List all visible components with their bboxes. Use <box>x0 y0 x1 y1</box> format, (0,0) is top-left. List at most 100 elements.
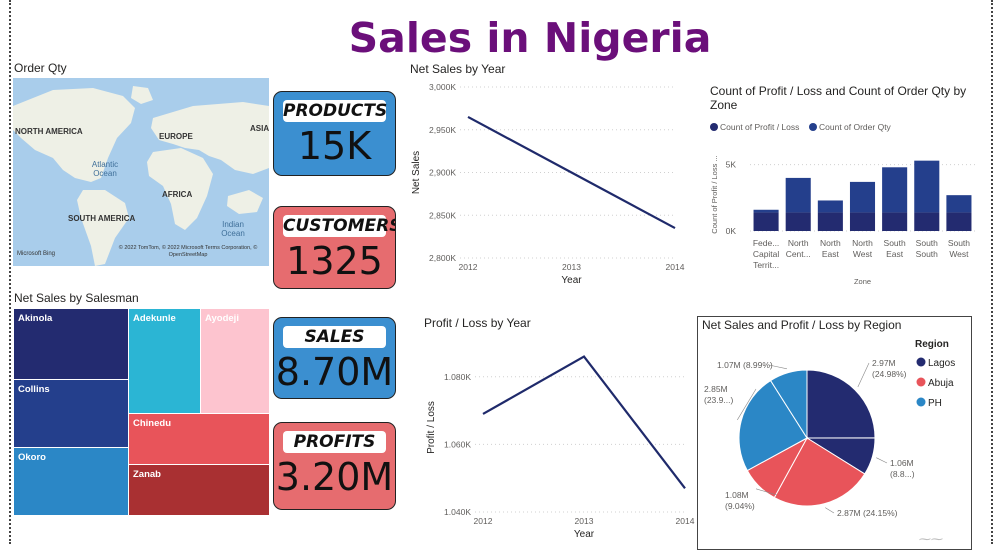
treemap-tile-label: Ayodeji <box>205 313 239 324</box>
pie-data-label: (8.8...) <box>890 469 915 479</box>
zone-xlabel: Zone <box>854 277 871 286</box>
watermark-decoration: ⁓⁓ <box>918 532 942 546</box>
treemap-tile-collins[interactable]: Collins <box>14 380 128 447</box>
zone-bar-profit-loss <box>882 212 908 231</box>
net-sales-ytick-label: 2,900K <box>429 168 456 178</box>
zone-xtick-label: Territ... <box>753 260 779 270</box>
pie-leader-line <box>755 488 778 496</box>
zone-bar-order-qty <box>882 167 908 213</box>
zone-xtick-label: East <box>822 249 840 259</box>
zone-xtick-label: Fede... <box>753 238 779 248</box>
pie-data-label: 1.08M <box>725 490 749 500</box>
net-sales-title: Net Sales by Year <box>410 62 505 76</box>
zone-bar-profit-loss <box>914 212 940 231</box>
net-sales-xtick-label: 2012 <box>459 262 478 272</box>
zone-xtick-label: East <box>886 249 904 259</box>
pie-legend-label: Lagos <box>928 358 955 369</box>
pie-data-label: 2.87M (24.15%) <box>837 508 898 518</box>
treemap-tile-label: Okoro <box>18 452 46 463</box>
pie-legend-marker <box>916 357 926 367</box>
pie-legend-label: PH <box>928 398 942 409</box>
zone-legend-label: Count of Order Qty <box>819 122 892 132</box>
pie-leader-line <box>737 388 757 421</box>
kpi-products-value: 15K <box>297 124 372 168</box>
zone-bar-order-qty <box>849 181 876 213</box>
profit-loss-xlabel: Year <box>574 529 595 540</box>
zone-xtick-label: South <box>916 249 938 259</box>
treemap-tile-akinola[interactable]: Akinola <box>14 309 128 379</box>
profit-orderqty-by-zone-chart[interactable]: Count of Profit / Loss and Count of Orde… <box>705 82 990 292</box>
map-copyright: © 2022 TomTom, © 2022 Microsoft Terms Co… <box>118 245 258 258</box>
net-sales-ytick-label: 2,850K <box>429 210 456 220</box>
zone-bar-profit-loss <box>817 212 843 231</box>
kpi-profits[interactable]: PROFITS 3.20M <box>273 422 396 510</box>
map-label-atlantic: Atlantic Ocean <box>91 160 119 178</box>
pie-data-label: (23.9...) <box>704 395 733 405</box>
net-sales-ylabel: Net Sales <box>411 151 422 194</box>
kpi-sales-label: SALES <box>283 326 386 348</box>
profit-loss-ytick-label: 1.040K <box>444 507 471 517</box>
profit-loss-title: Profit / Loss by Year <box>424 316 531 330</box>
zone-bar-order-qty <box>817 200 843 213</box>
treemap-tile-zanab[interactable]: Zanab <box>129 465 269 515</box>
right-border <box>991 0 993 544</box>
zone-xtick-label: South <box>916 238 938 248</box>
net-sales-ytick-label: 3,000K <box>429 82 456 92</box>
net-sales-by-region-pie[interactable]: Net Sales and Profit / Loss by Region 2.9… <box>697 316 991 544</box>
zone-bar-profit-loss <box>849 212 876 231</box>
bing-logo: Microsoft Bing <box>17 251 56 257</box>
zone-bar-order-qty <box>946 195 972 213</box>
zone-bar-profit-loss <box>753 212 779 231</box>
zone-xtick-label: Cent... <box>786 249 811 259</box>
map-label-south-america: SOUTH AMERICA <box>68 214 136 223</box>
zone-legend-marker <box>710 123 718 131</box>
kpi-products[interactable]: PRODUCTS 15K <box>273 91 396 176</box>
profit-loss-ytick-label: 1.080K <box>444 372 471 382</box>
map-label-europe: EUROPE <box>159 132 193 141</box>
zone-xtick-label: Capital <box>753 249 780 259</box>
order-qty-map[interactable]: NORTH AMERICA EUROPE ASIA AFRICA SOUTH A… <box>13 78 269 266</box>
net-sales-series-line <box>467 115 676 230</box>
profit-loss-by-year-chart[interactable]: Profit / Loss by Year 1.080K 1.060K 1.040K2… <box>420 313 695 544</box>
zone-xtick-label: North <box>820 238 841 248</box>
treemap-title: Net Sales by Salesman <box>14 291 139 305</box>
pie-legend-label: Abuja <box>928 378 954 389</box>
pie-leader-line <box>825 507 835 514</box>
treemap-tile-chinedu[interactable]: Chinedu <box>129 414 269 464</box>
kpi-sales[interactable]: SALES 8.70M <box>273 317 396 399</box>
net-sales-ytick-label: 2,800K <box>429 253 456 263</box>
pie-legend-marker <box>916 397 926 407</box>
net-sales-xtick-label: 2014 <box>666 262 685 272</box>
kpi-sales-value: 8.70M <box>275 350 394 394</box>
treemap-tile-okoro[interactable]: Okoro <box>14 448 128 515</box>
net-sales-by-year-chart[interactable]: Net Sales by Year 3,000K 2,950K 2,900K 2,850… <box>405 60 690 290</box>
zone-xtick-label: South <box>884 238 906 248</box>
zone-xtick-label: West <box>853 249 873 259</box>
treemap-tile-adekunle[interactable]: Adekunle <box>129 309 200 413</box>
left-border <box>9 0 11 544</box>
net-sales-xtick-label: 2013 <box>562 262 581 272</box>
treemap-tile-label: Chinedu <box>133 418 171 429</box>
zone-xtick-label: North <box>852 238 873 248</box>
profit-loss-ylabel: Profit / Loss <box>426 401 437 454</box>
zone-chart-title-line1: Count of Profit / Loss and Count of Orde… <box>710 84 966 98</box>
profit-loss-xtick-label: 2012 <box>474 516 493 526</box>
zone-chart-title-line2: Zone <box>710 98 738 112</box>
zone-bar-profit-loss <box>946 212 972 231</box>
zone-xtick-label: North <box>788 238 809 248</box>
profit-loss-ytick-label: 1.060K <box>444 439 471 449</box>
zone-bar-order-qty <box>753 209 779 213</box>
net-sales-ytick-label: 2,950K <box>429 125 456 135</box>
pie-data-label: 2.97M <box>872 358 896 368</box>
kpi-customers[interactable]: CUSTOMERS 1325 <box>273 206 396 289</box>
zone-ytick-label: 5K <box>726 160 737 170</box>
zone-legend-marker <box>809 123 817 131</box>
page-title: Sales in Nigeria <box>348 14 712 62</box>
treemap-tile-label: Akinola <box>18 313 53 324</box>
pie-leader-line <box>768 364 787 370</box>
pie-slice-ph <box>769 369 808 440</box>
map-label-indian: Indian Ocean <box>221 220 245 238</box>
treemap-tile-ayodeji[interactable]: Ayodeji <box>201 309 269 413</box>
map-land <box>13 86 269 266</box>
zone-ytick-label: 0K <box>726 226 737 236</box>
